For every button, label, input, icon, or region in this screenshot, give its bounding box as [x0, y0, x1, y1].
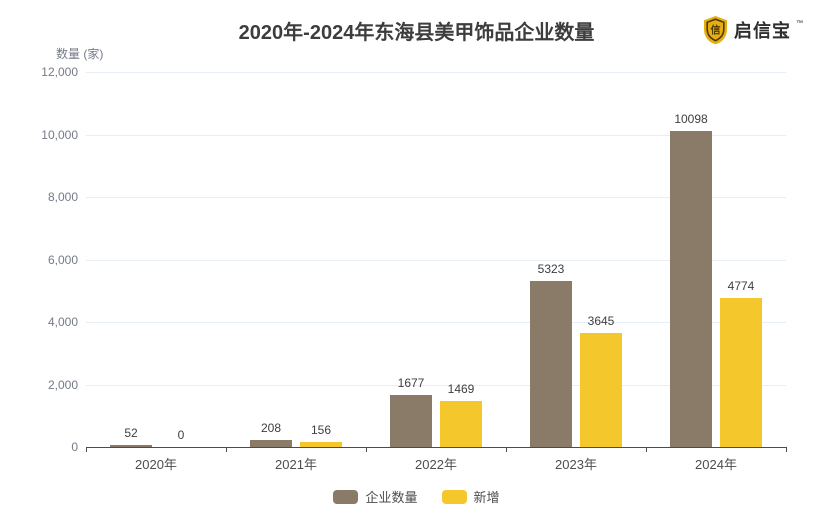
y-axis-tick-label: 4,000 [47, 315, 78, 329]
x-axis-category-label: 2024年 [695, 457, 737, 472]
y-axis-tick-label: 8,000 [47, 190, 78, 204]
gridline [86, 384, 786, 386]
x-axis-tick [226, 447, 227, 452]
bar-value-label: 1677 [397, 376, 425, 390]
bar-企业数量-2023年[interactable] [530, 281, 572, 447]
gridline [86, 72, 786, 73]
y-axis-tick-label: 10,000 [41, 127, 78, 142]
gridline [86, 134, 786, 136]
bar-企业数量-2020年[interactable] [110, 445, 152, 447]
x-axis-category-label: 2020年 [135, 457, 177, 472]
qixinbao-logo: 信 启信宝 ™ [702, 15, 803, 45]
bar-value-label: 10098 [674, 112, 708, 126]
x-axis-tick [646, 447, 647, 452]
chart-title: 2020年-2024年东海县美甲饰品企业数量 [238, 22, 595, 44]
plot-area: 0 2,000 4,000 6,000 8,000 10,000 12,000 2020年 52… [41, 65, 787, 472]
x-axis-tick [506, 447, 507, 452]
qixinbao-shield-icon: 信 [702, 15, 729, 45]
qixinbao-logo-text: 启信宝 [734, 21, 791, 41]
x-axis-tick [366, 447, 367, 452]
legend-label: 新增 [473, 490, 500, 505]
bar-新增-2021年[interactable] [300, 442, 342, 447]
bar-新增-2023年[interactable] [580, 333, 622, 447]
y-axis-tick-label: 12,000 [41, 65, 78, 79]
legend-swatch [441, 489, 467, 504]
x-axis-category-label: 2021年 [275, 457, 317, 472]
x-axis-line [86, 447, 786, 448]
y-axis-tick-label: 0 [71, 440, 78, 454]
bar-value-label: 208 [260, 421, 282, 435]
gridline [86, 259, 786, 261]
bar-value-label: 4774 [727, 279, 755, 293]
x-axis-tick [86, 447, 87, 452]
x-axis-category-label: 2023年 [555, 457, 597, 472]
gridline [86, 197, 786, 198]
bar-企业数量-2021年[interactable] [250, 440, 292, 447]
legend-item-新增[interactable]: 新增 [441, 487, 500, 506]
legend-label: 企业数量 [365, 490, 418, 505]
legend-item-企业数量[interactable]: 企业数量 [333, 487, 418, 506]
bar-value-label: 3645 [587, 314, 615, 328]
bar-新增-2022年[interactable] [440, 401, 482, 447]
y-axis-title: 数量 (家) [56, 47, 104, 61]
svg-text:信: 信 [711, 24, 721, 37]
bar-value-label: 5323 [537, 262, 565, 276]
legend: 企业数量 新增 [0, 487, 833, 506]
bar-企业数量-2024年[interactable] [670, 131, 712, 447]
bar-新增-2024年[interactable] [720, 298, 762, 447]
x-axis-tick [786, 447, 787, 452]
x-axis-category-label: 2022年 [415, 457, 457, 472]
gridline [86, 322, 786, 323]
bar-value-label: 52 [124, 426, 138, 440]
bar-value-label: 0 [177, 428, 185, 442]
bar-value-label: 1469 [447, 382, 475, 396]
y-axis-tick-label: 2,000 [47, 377, 78, 392]
y-axis-tick-label: 6,000 [47, 252, 78, 267]
bar-value-label: 156 [310, 423, 332, 437]
trademark-symbol: ™ [796, 19, 803, 27]
bar-企业数量-2022年[interactable] [390, 395, 432, 447]
legend-swatch [333, 489, 359, 504]
